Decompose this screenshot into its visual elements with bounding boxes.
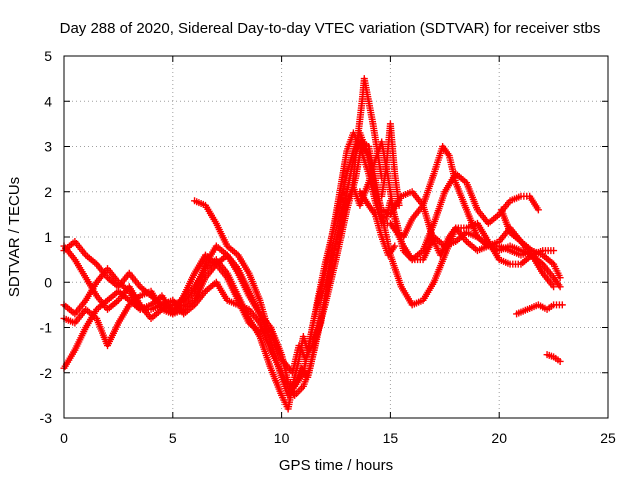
- x-tick-label: 15: [383, 430, 399, 446]
- x-tick-label: 5: [169, 430, 177, 446]
- x-tick-label: 20: [491, 430, 507, 446]
- x-tick-label: 25: [600, 430, 616, 446]
- x-tick-label: 10: [274, 430, 290, 446]
- data-point: [556, 283, 564, 291]
- data-point: [556, 357, 564, 365]
- data-marks: [60, 75, 566, 413]
- data-point: [558, 301, 566, 309]
- y-tick-label: 3: [44, 139, 52, 155]
- data-point: [528, 247, 536, 255]
- data-point: [534, 206, 542, 214]
- y-tick-label: -3: [40, 410, 53, 426]
- data-point: [556, 274, 564, 282]
- data-point: [391, 242, 399, 250]
- x-tick-label: 0: [60, 430, 68, 446]
- series-spike-a: [347, 75, 386, 200]
- y-tick-label: 5: [44, 48, 52, 64]
- data-point: [550, 247, 558, 255]
- data-point: [262, 319, 270, 327]
- series-flat-b: [543, 351, 564, 365]
- y-tick-label: -2: [40, 365, 53, 381]
- y-tick-label: 2: [44, 184, 52, 200]
- y-tick-label: 1: [44, 229, 52, 245]
- y-tick-label: 4: [44, 93, 52, 109]
- y-axis-label: SDTVAR / TECUs: [6, 177, 23, 297]
- y-tick-label: 0: [44, 274, 52, 290]
- x-axis-label: GPS time / hours: [279, 457, 393, 474]
- series-branch-a: [191, 197, 270, 327]
- series-spike-b: [378, 120, 403, 209]
- axis-ticks: 0 5 10 15 20 25 -3 -2 -1 0 1 2 3 4 5: [40, 48, 616, 446]
- chart-title: Day 288 of 2020, Sidereal Day-to-day VTE…: [60, 20, 601, 37]
- series-branch-b: [356, 188, 399, 259]
- y-tick-label: -1: [40, 320, 53, 336]
- series-branch-c: [497, 206, 536, 255]
- series-track-c: [60, 138, 564, 399]
- data-point: [550, 283, 558, 291]
- series-flat-a: [513, 301, 566, 318]
- data-point: [395, 201, 403, 209]
